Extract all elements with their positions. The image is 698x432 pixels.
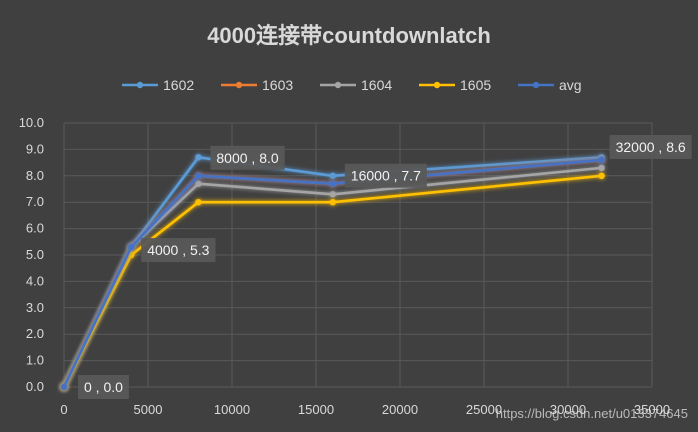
legend: 1602 1603 1604 1605 avg bbox=[122, 77, 582, 93]
data-point-1602 bbox=[195, 154, 202, 161]
legend-marker bbox=[235, 81, 243, 89]
data-label-text: 32000 , 8.6 bbox=[616, 139, 686, 155]
x-tick-label: 15000 bbox=[298, 402, 334, 417]
legend-item-1604: 1604 bbox=[320, 77, 392, 93]
legend-item-1605: 1605 bbox=[419, 77, 491, 93]
data-label: 4000 , 5.3 bbox=[141, 238, 216, 263]
y-tick-label: 10.0 bbox=[19, 115, 44, 130]
y-tick-label: 8.0 bbox=[26, 168, 44, 183]
data-label-text: 0 , 0.0 bbox=[84, 379, 123, 395]
data-point-avg bbox=[329, 180, 336, 187]
legend-label: avg bbox=[559, 77, 582, 93]
data-point-avg bbox=[60, 383, 68, 391]
data-point-1605 bbox=[195, 199, 202, 206]
legend-item-1602: 1602 bbox=[122, 77, 194, 93]
legend-marker bbox=[136, 81, 144, 89]
data-label: 8000 , 8.0 bbox=[210, 145, 285, 170]
y-tick-label: 4.0 bbox=[26, 273, 44, 288]
series-lines bbox=[60, 154, 605, 391]
x-tick-label: 10000 bbox=[214, 402, 250, 417]
y-tick-label: 9.0 bbox=[26, 141, 44, 156]
data-point-1602 bbox=[329, 172, 336, 179]
legend-marker bbox=[433, 81, 441, 89]
legend-label: 1603 bbox=[262, 77, 293, 93]
data-point-1604 bbox=[195, 180, 202, 187]
x-tick-label: 5000 bbox=[134, 402, 163, 417]
data-label-box bbox=[210, 145, 285, 170]
chart-title: 4000连接带countdownlatch bbox=[207, 23, 491, 48]
data-label: 16000 , 7.7 bbox=[344, 163, 427, 188]
data-label-text: 4000 , 5.3 bbox=[147, 242, 209, 258]
y-tick-label: 2.0 bbox=[26, 326, 44, 341]
watermark: https://blog.csdn.net/u013374645 bbox=[496, 406, 688, 421]
legend-label: 1604 bbox=[361, 77, 392, 93]
data-point-avg bbox=[195, 172, 202, 179]
x-axis: 0 5000 10000 15000 20000 25000 30000 35000 bbox=[60, 402, 670, 417]
legend-marker bbox=[334, 81, 342, 89]
data-point-1605 bbox=[329, 199, 336, 206]
y-tick-label: 5.0 bbox=[26, 247, 44, 262]
y-tick-label: 6.0 bbox=[26, 221, 44, 236]
legend-item-avg: avg bbox=[518, 77, 582, 93]
y-tick-label: 7.0 bbox=[26, 194, 44, 209]
legend-label: 1602 bbox=[163, 77, 194, 93]
data-labels: 0 , 0.0 4000 , 5.3 8000 , 8.0 16000 , 7.7 32… bbox=[78, 134, 692, 399]
data-label: 32000 , 8.6 bbox=[609, 134, 692, 159]
legend-label: 1605 bbox=[460, 77, 491, 93]
y-tick-label: 3.0 bbox=[26, 300, 44, 315]
x-tick-label: 0 bbox=[60, 402, 67, 417]
data-point-avg bbox=[128, 243, 135, 251]
data-point-1604 bbox=[329, 191, 336, 198]
data-label-text: 16000 , 7.7 bbox=[351, 168, 421, 184]
x-tick-label: 35000 bbox=[634, 402, 670, 417]
data-point-1605 bbox=[598, 172, 605, 179]
data-point-avg bbox=[598, 156, 605, 164]
series-1605 bbox=[60, 172, 605, 391]
y-axis: 0.0 1.0 2.0 3.0 4.0 5.0 6.0 7.0 8.0 9.0 10.0 bbox=[19, 115, 44, 394]
data-label-box bbox=[609, 134, 692, 159]
data-label: 0 , 0.0 bbox=[78, 375, 129, 399]
data-label-box bbox=[344, 163, 427, 188]
legend-item-1603: 1603 bbox=[221, 77, 293, 93]
series-1604 bbox=[60, 164, 605, 391]
legend-marker bbox=[532, 81, 540, 89]
data-label-text: 8000 , 8.0 bbox=[216, 150, 278, 166]
series-1602 bbox=[60, 154, 605, 391]
y-tick-label: 0.0 bbox=[26, 379, 44, 394]
x-tick-label: 25000 bbox=[466, 402, 502, 417]
x-tick-label: 20000 bbox=[382, 402, 418, 417]
data-point-1604 bbox=[598, 164, 605, 172]
y-tick-label: 1.0 bbox=[26, 353, 44, 368]
data-label-box bbox=[78, 375, 129, 399]
data-label-box bbox=[141, 238, 216, 263]
x-tick-label: 30000 bbox=[550, 402, 586, 417]
